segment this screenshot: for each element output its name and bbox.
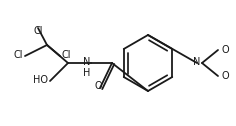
Text: N: N	[83, 57, 90, 67]
Text: O: O	[221, 71, 229, 81]
Text: O: O	[221, 45, 229, 55]
Text: Cl: Cl	[13, 50, 23, 60]
Text: N: N	[193, 57, 201, 67]
Text: HO: HO	[33, 75, 48, 85]
Text: Cl: Cl	[33, 26, 43, 36]
Text: H: H	[83, 68, 90, 78]
Text: O: O	[94, 81, 102, 91]
Text: Cl: Cl	[62, 50, 72, 60]
